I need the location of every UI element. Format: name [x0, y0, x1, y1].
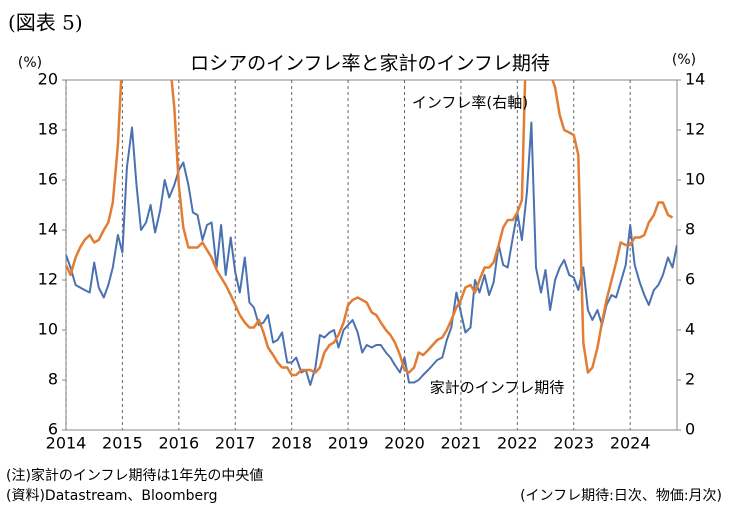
series-line — [66, 121, 677, 386]
y-tick-label: 20 — [38, 70, 58, 89]
x-tick-label: 2020 — [384, 434, 425, 453]
x-tick-label: 2015 — [102, 434, 143, 453]
x-tick-label: 2021 — [441, 434, 482, 453]
x-tick-label: 2022 — [497, 434, 538, 453]
x-tick-label: 2017 — [215, 434, 256, 453]
source: (資料)Datastream、Bloomberg — [6, 488, 218, 504]
plot-area — [66, 80, 677, 386]
y-tick-label: 6 — [48, 420, 58, 439]
x-tick-label: 2019 — [328, 434, 369, 453]
series-label: 家計のインフレ期待 — [430, 379, 565, 397]
y2-unit: (%) — [672, 52, 696, 68]
y-tick-label: 8 — [48, 370, 58, 389]
chart-title: ロシアのインフレ率と家計のインフレ期待 — [190, 53, 550, 75]
y2-tick-label: 0 — [685, 420, 695, 439]
y2-tick-label: 12 — [685, 120, 705, 139]
y2-tick-label: 10 — [685, 170, 705, 189]
frequency-note: (インフレ期待:日次、物価:月次) — [520, 488, 722, 504]
y2-tick-label: 14 — [685, 70, 705, 89]
y2-tick-label: 4 — [685, 320, 695, 339]
y2-tick-label: 8 — [685, 220, 695, 239]
y-tick-label: 18 — [38, 120, 58, 139]
figure-label: (図表 5) — [8, 11, 83, 35]
x-tick-label: 2024 — [610, 434, 651, 453]
x-tick-label: 2018 — [271, 434, 312, 453]
series-label: インフレ率(右軸) — [412, 94, 528, 112]
y-tick-label: 12 — [38, 270, 58, 289]
x-tick-label: 2014 — [46, 434, 87, 453]
y2-tick-label: 2 — [685, 370, 695, 389]
series-line — [66, 80, 674, 377]
y-tick-label: 14 — [38, 220, 58, 239]
plot-frame — [65, 79, 678, 431]
x-tick-label: 2016 — [158, 434, 199, 453]
note: (注)家計のインフレ期待は1年先の中央値 — [6, 467, 263, 484]
y-tick-label: 16 — [38, 170, 58, 189]
y-unit: (%) — [18, 55, 42, 71]
x-tick-label: 2023 — [553, 434, 594, 453]
y2-tick-label: 6 — [685, 270, 695, 289]
y-tick-label: 10 — [38, 320, 58, 339]
